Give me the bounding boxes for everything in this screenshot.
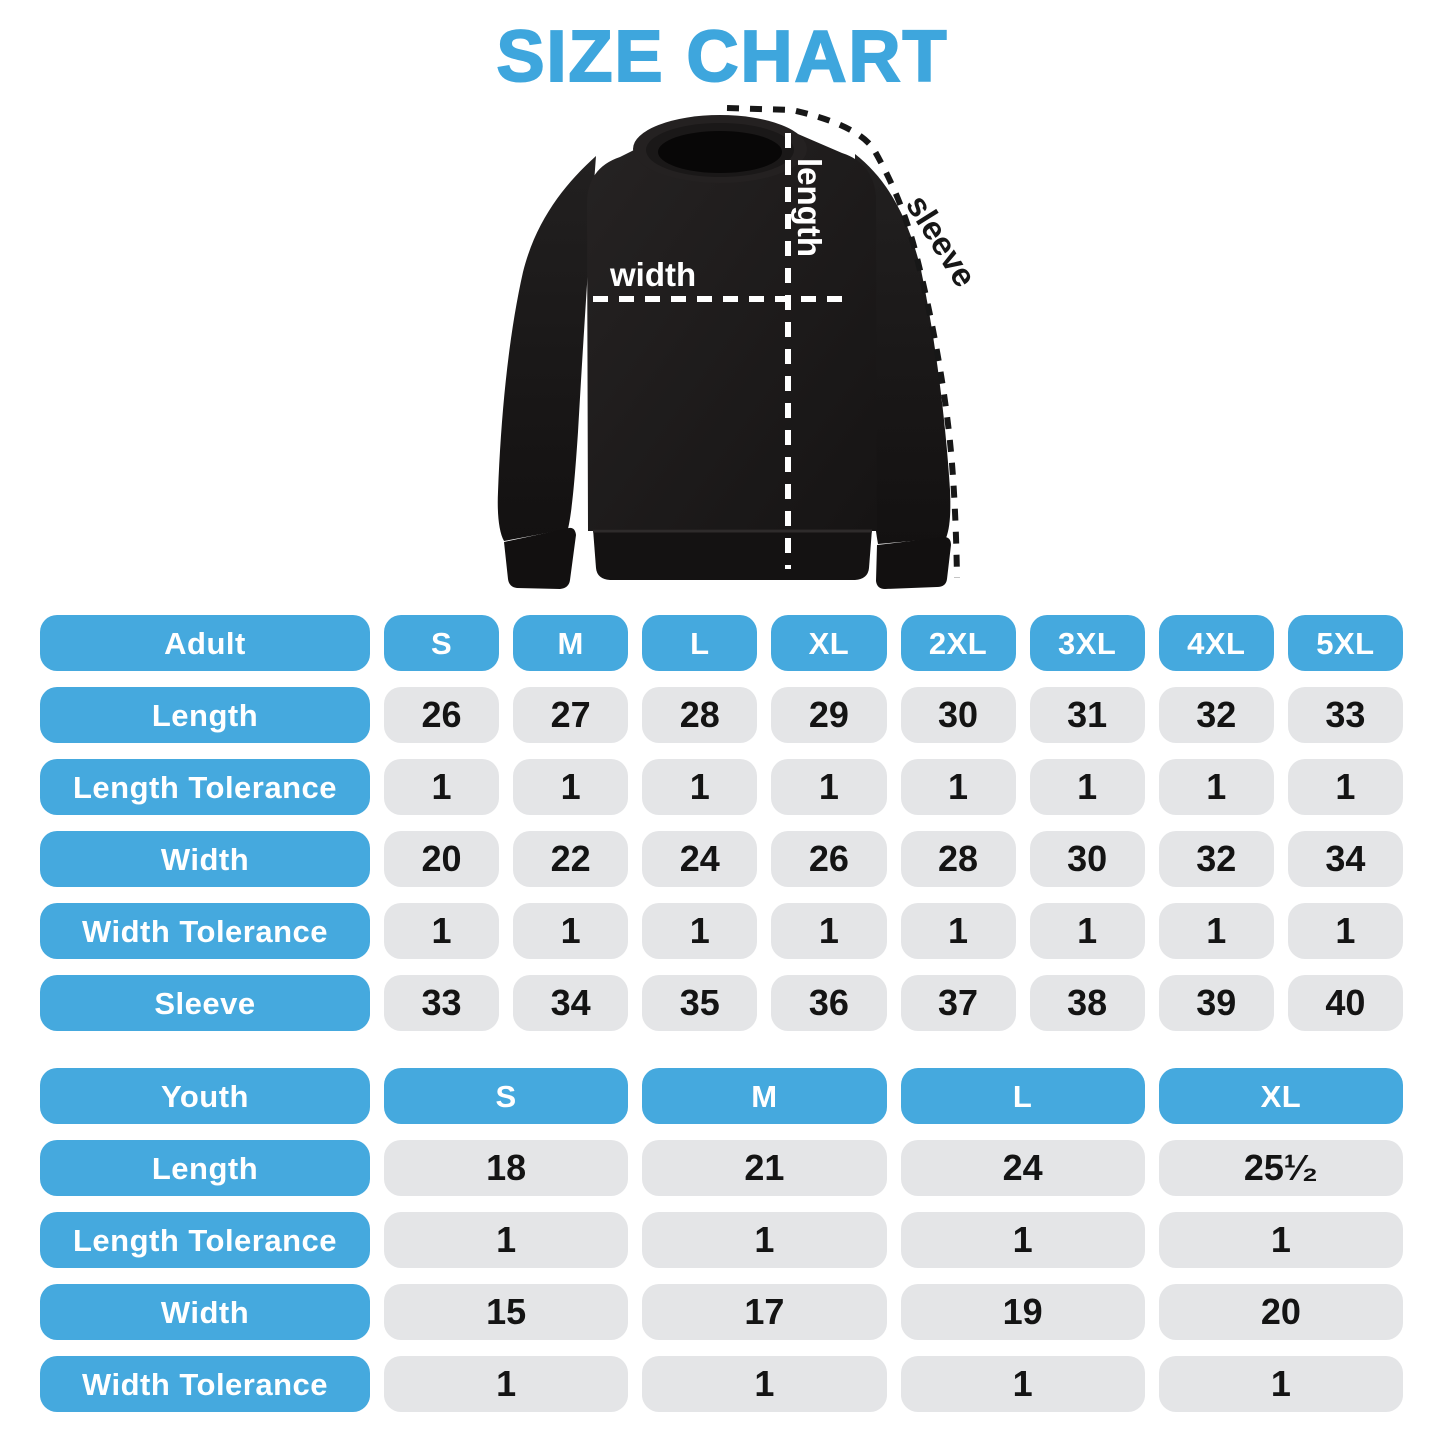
row-label: Width <box>40 1284 370 1340</box>
table-title-cell: Youth <box>40 1068 370 1124</box>
value-cell: 33 <box>1287 687 1403 743</box>
value-cell: 33 <box>384 975 500 1031</box>
sweatshirt-diagram: width length sleeve <box>400 92 1020 607</box>
row-label: Sleeve <box>40 975 370 1031</box>
value-cell: 27 <box>513 687 629 743</box>
row-label: Width <box>40 831 370 887</box>
right-sleeve <box>855 154 951 544</box>
value-cell: 26 <box>771 831 887 887</box>
value-cell: 20 <box>1158 1284 1403 1340</box>
value-cell: 1 <box>642 1212 887 1268</box>
value-cell: 1 <box>1287 759 1403 815</box>
left-cuff <box>504 527 576 589</box>
value-cell: 1 <box>642 759 758 815</box>
youth-size-table: Youth S M L XL Length 18 21 24 25¹⁄₂ Length Tolera… <box>40 1068 1403 1412</box>
size-column-header: S <box>384 1068 629 1124</box>
value-cell: 1 <box>1158 903 1274 959</box>
value-cell: 34 <box>513 975 629 1031</box>
value-cell: 37 <box>900 975 1016 1031</box>
right-cuff <box>876 537 951 589</box>
value-cell: 1 <box>513 903 629 959</box>
value-cell: 18 <box>384 1140 629 1196</box>
row-label: Width Tolerance <box>40 903 370 959</box>
value-cell: 24 <box>900 1140 1145 1196</box>
size-column-header: L <box>900 1068 1145 1124</box>
value-cell: 1 <box>1029 759 1145 815</box>
value-cell: 34 <box>1287 831 1403 887</box>
value-cell: 1 <box>1158 1212 1403 1268</box>
value-cell: 1 <box>384 903 500 959</box>
table-title-cell: Adult <box>40 615 370 671</box>
collar-opening <box>658 131 782 173</box>
size-column-header: S <box>384 615 500 671</box>
row-label: Length <box>40 1140 370 1196</box>
adult-size-table: Adult S M L XL 2XL 3XL 4XL 5XL Length 26 27 28 29 30 31… <box>40 615 1403 1031</box>
value-cell: 15 <box>384 1284 629 1340</box>
value-cell: 30 <box>900 687 1016 743</box>
width-label: width <box>609 256 696 293</box>
value-cell: 30 <box>1029 831 1145 887</box>
sweatshirt-graphic: width length sleeve <box>497 105 984 589</box>
value-cell: 26 <box>384 687 500 743</box>
row-label: Length Tolerance <box>40 759 370 815</box>
value-cell: 39 <box>1158 975 1274 1031</box>
body <box>587 128 877 531</box>
value-cell: 32 <box>1158 687 1274 743</box>
value-cell: 1 <box>771 903 887 959</box>
value-cell: 32 <box>1158 831 1274 887</box>
hem-band <box>593 529 872 580</box>
value-cell: 1 <box>384 1356 629 1412</box>
size-column-header: 4XL <box>1158 615 1274 671</box>
value-cell: 1 <box>384 1212 629 1268</box>
value-cell: 24 <box>642 831 758 887</box>
value-cell: 25¹⁄₂ <box>1158 1140 1403 1196</box>
value-cell: 22 <box>513 831 629 887</box>
value-cell: 1 <box>771 759 887 815</box>
length-label: length <box>791 158 828 257</box>
value-cell: 1 <box>900 1212 1145 1268</box>
value-cell: 1 <box>384 759 500 815</box>
value-cell: 1 <box>900 903 1016 959</box>
row-label: Width Tolerance <box>40 1356 370 1412</box>
value-cell: 1 <box>642 903 758 959</box>
row-label: Length Tolerance <box>40 1212 370 1268</box>
size-column-header: XL <box>1158 1068 1403 1124</box>
size-column-header: M <box>642 1068 887 1124</box>
size-column-header: L <box>642 615 758 671</box>
value-cell: 1 <box>1029 903 1145 959</box>
value-cell: 28 <box>642 687 758 743</box>
row-label: Length <box>40 687 370 743</box>
value-cell: 1 <box>642 1356 887 1412</box>
sleeve-measure-line <box>726 105 960 579</box>
value-cell: 38 <box>1029 975 1145 1031</box>
size-column-header: 3XL <box>1029 615 1145 671</box>
left-sleeve <box>497 156 596 541</box>
value-cell: 29 <box>771 687 887 743</box>
size-column-header: M <box>513 615 629 671</box>
value-cell: 20 <box>384 831 500 887</box>
size-column-header: 5XL <box>1287 615 1403 671</box>
value-cell: 1 <box>900 1356 1145 1412</box>
value-cell: 28 <box>900 831 1016 887</box>
value-cell: 1 <box>1287 903 1403 959</box>
value-cell: 17 <box>642 1284 887 1340</box>
value-cell: 1 <box>1158 759 1274 815</box>
value-cell: 19 <box>900 1284 1145 1340</box>
value-cell: 36 <box>771 975 887 1031</box>
value-cell: 31 <box>1029 687 1145 743</box>
value-cell: 40 <box>1287 975 1403 1031</box>
size-column-header: 2XL <box>900 615 1016 671</box>
value-cell: 1 <box>900 759 1016 815</box>
value-cell: 1 <box>1158 1356 1403 1412</box>
page-title: SIZE CHART <box>496 16 949 98</box>
value-cell: 21 <box>642 1140 887 1196</box>
value-cell: 1 <box>513 759 629 815</box>
size-column-header: XL <box>771 615 887 671</box>
value-cell: 35 <box>642 975 758 1031</box>
